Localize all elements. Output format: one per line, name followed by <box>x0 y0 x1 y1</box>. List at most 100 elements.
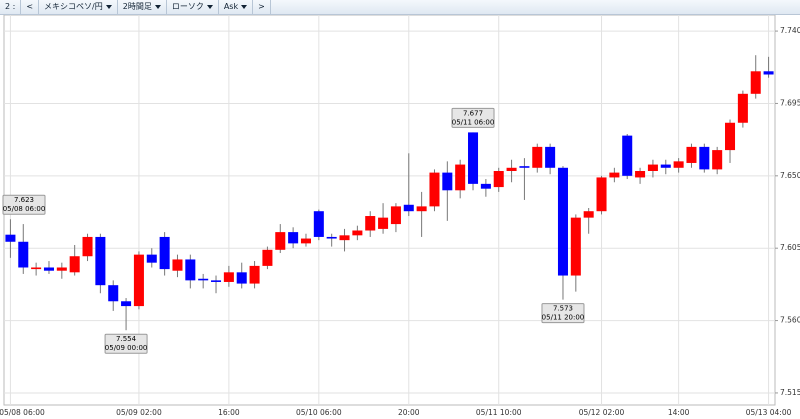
candle-body <box>339 235 350 241</box>
x-tick-label: 20:00 <box>398 408 420 417</box>
x-tick-label: 16:00 <box>218 408 240 417</box>
candle-body <box>121 301 132 307</box>
annotation-value: 7.554 <box>116 335 137 343</box>
toolbar-button[interactable]: 2 : <box>0 0 22 14</box>
candle-body <box>108 285 119 302</box>
annotation-label: 05/11 20:00 <box>542 314 585 322</box>
annotation-box <box>2 194 46 215</box>
candle-body <box>56 267 67 271</box>
candle-body <box>249 265 260 284</box>
annotation-label: 05/11 06:00 <box>452 118 495 126</box>
dropdown-arrow <box>154 5 161 9</box>
candle-body <box>570 217 581 276</box>
toolbar-button[interactable]: メキシコペソ/円 <box>39 0 118 14</box>
candle-body <box>673 161 684 168</box>
toolbar-button[interactable]: 2時間足 <box>118 0 167 14</box>
dropdown-arrow <box>241 5 248 9</box>
x-tick-label: 05/11 10:00 <box>476 408 522 417</box>
candle-body <box>455 164 466 191</box>
candle-body <box>403 204 414 212</box>
y-tick-label: 7.560 <box>780 316 800 325</box>
candle-body <box>69 256 80 273</box>
candle-body <box>390 206 401 225</box>
x-tick-label: 05/10 06:00 <box>296 408 342 417</box>
candle-body <box>647 164 658 171</box>
annotation-box <box>104 333 148 354</box>
annotation-label: 05/09 00:00 <box>105 344 148 352</box>
candle-body <box>493 171 504 188</box>
candle-body <box>519 166 530 168</box>
candle-body <box>557 167 568 276</box>
candle-body <box>5 234 16 242</box>
candle-body <box>275 232 286 250</box>
candle-body <box>468 132 479 184</box>
dropdown-arrow <box>206 5 213 9</box>
x-tick-label: 14:00 <box>668 408 690 417</box>
annotation-label: 05/08 06:00 <box>3 205 46 213</box>
toolbar: 2 : < メキシコペソ/円 2時間足 ローソク Ask > <box>0 0 800 15</box>
candle-body <box>262 249 273 266</box>
candle-body <box>609 172 620 178</box>
candle-body <box>378 217 389 229</box>
x-tick-label: 05/12 02:00 <box>579 408 625 417</box>
candle-body <box>288 232 299 244</box>
toolbar-label: Ask <box>223 2 239 11</box>
x-tick-label: 05/13 04:00 <box>746 408 792 417</box>
y-tick-label: 7.740 <box>780 26 800 35</box>
candle-body <box>442 172 453 191</box>
candle-body <box>18 241 29 268</box>
candle-body <box>416 206 427 212</box>
candle-body <box>750 71 761 94</box>
candle-body <box>43 267 54 271</box>
candle-body <box>133 254 144 307</box>
candle-body <box>712 150 723 170</box>
candle-body <box>699 146 710 170</box>
candle-body <box>146 254 157 263</box>
toolbar-label: > <box>258 2 265 11</box>
x-tick-label: 05/09 02:00 <box>116 408 162 417</box>
toolbar-button[interactable]: ローソク <box>167 0 219 14</box>
candle-body <box>82 236 93 257</box>
toolbar-button[interactable]: > <box>253 0 271 14</box>
candle-body <box>236 272 247 284</box>
candle-body <box>506 167 517 171</box>
candle-body <box>31 267 42 270</box>
annotation-value: 7.677 <box>463 109 483 117</box>
toolbar-label: 2時間足 <box>122 2 152 11</box>
y-tick-label: 7.515 <box>780 388 800 397</box>
candle-body <box>326 236 337 239</box>
candle-body <box>159 236 170 270</box>
candle-body <box>313 211 324 237</box>
candle-body <box>352 230 363 236</box>
toolbar-button[interactable]: Ask <box>219 0 254 14</box>
candle-body <box>185 259 196 281</box>
candle-body <box>532 146 543 168</box>
toolbar-label: 2 : <box>5 2 16 11</box>
candle-body <box>725 122 736 151</box>
chart: 7.740 7.695 7.650 7.605 7.560 7.515 05/08 06:0… <box>0 15 800 417</box>
candle-body <box>545 146 556 168</box>
annotation-box <box>451 107 495 128</box>
candle-body <box>429 172 440 207</box>
y-tick-label: 7.650 <box>780 171 800 180</box>
candle-body <box>583 211 594 218</box>
candle-body <box>622 135 633 176</box>
candle-body <box>660 164 671 168</box>
candle-body <box>737 93 748 123</box>
candle-body <box>172 259 183 271</box>
annotation-value: 7.623 <box>14 196 34 204</box>
toolbar-label: メキシコペソ/円 <box>44 2 103 11</box>
x-tick-label: 05/08 06:00 <box>0 408 45 417</box>
dropdown-arrow <box>105 5 112 9</box>
candle-body <box>596 177 607 212</box>
candle-body <box>300 238 311 244</box>
candle-body <box>686 146 697 163</box>
toolbar-label: < <box>26 2 34 11</box>
annotation-value: 7.573 <box>553 305 573 313</box>
toolbar-button[interactable]: < <box>21 0 40 14</box>
